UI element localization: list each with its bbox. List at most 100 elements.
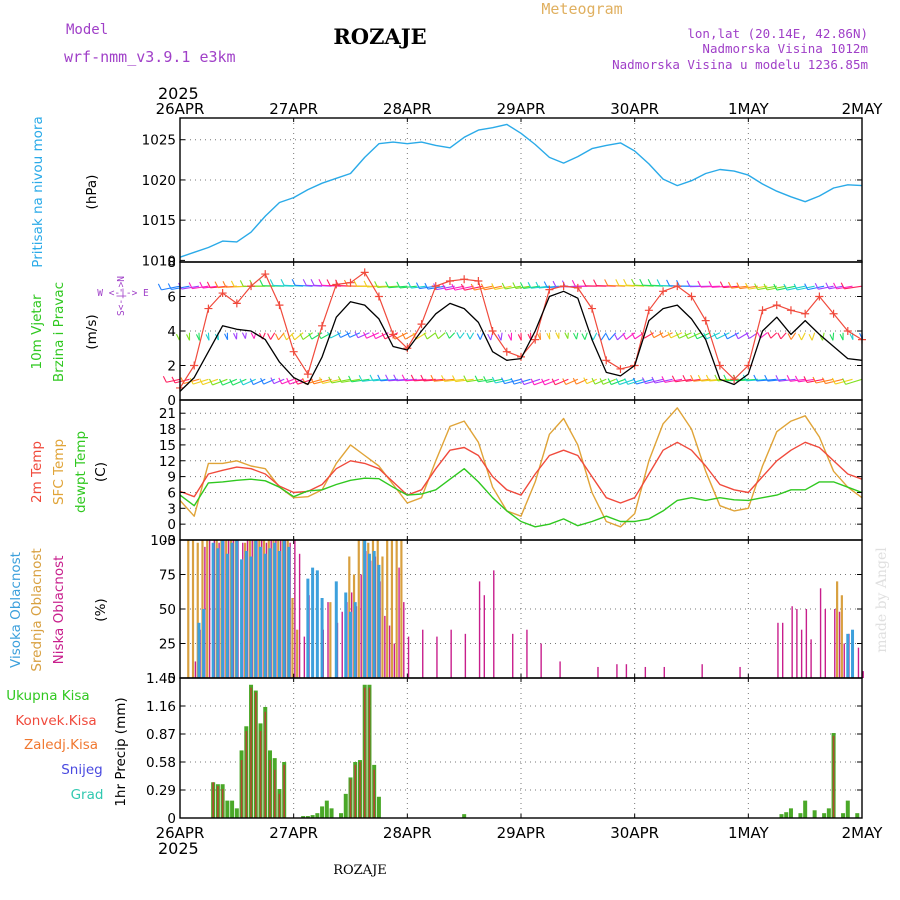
wind-barb	[423, 378, 446, 382]
wind-barb-flag	[773, 283, 778, 291]
wind-barb-flag	[682, 375, 687, 382]
cloud-title-2: Srednja Oblacnost	[29, 548, 45, 671]
wind-barb	[459, 332, 465, 339]
y-tick-label: 0.87	[146, 727, 176, 743]
wind-barb-flag	[754, 283, 759, 290]
wind-barb	[554, 378, 569, 386]
wind-barb-flag	[510, 377, 515, 385]
wind-barb-flag	[622, 333, 627, 340]
wind-barb-flag	[354, 331, 359, 339]
wind-barb-flag	[736, 282, 741, 289]
wind-barb	[242, 378, 256, 386]
wind-barb-flag	[278, 377, 283, 385]
wind-barb-flag	[777, 332, 782, 340]
wind-barb-flag	[310, 279, 315, 286]
y-tick-label: 21	[159, 406, 176, 422]
wind-barb	[357, 332, 370, 339]
precip-total-bar	[812, 810, 817, 818]
y-tick-label: -3	[163, 533, 176, 549]
wind-barb-flag	[537, 333, 542, 340]
wind-barb	[726, 378, 749, 382]
wind-barb	[281, 378, 294, 385]
wind-barb	[494, 285, 512, 290]
wind-gust-marker	[289, 347, 298, 356]
wind-barb-flag	[348, 375, 353, 383]
precip-convective-bar	[368, 687, 371, 818]
wind-barb-flag	[476, 333, 481, 340]
precip-legend-ukupna: Ukupna Kisa	[6, 688, 89, 704]
precip-convective-bar	[254, 692, 257, 818]
wind-compass-sn: S<-|->N	[116, 276, 127, 316]
precip-total-bar	[845, 800, 850, 818]
wind-barb-flag	[571, 279, 576, 287]
wind-barb-flag	[764, 374, 769, 382]
x-tick-label-bottom: 30APR	[610, 824, 659, 842]
wind-barb	[811, 332, 816, 341]
precip-convective-bar	[217, 786, 219, 818]
wind-barb-flag	[270, 377, 275, 384]
wind-barb-flag	[564, 332, 569, 339]
wind-barb-flag	[363, 280, 368, 288]
wind-barb-flag	[661, 376, 666, 383]
wind-barb	[232, 378, 247, 386]
wind-gust-marker	[403, 344, 412, 353]
wind-barb-flag	[206, 281, 211, 289]
wind-barb-flag	[519, 282, 524, 289]
wind-barb	[479, 332, 484, 340]
wind-barb	[273, 378, 285, 385]
y-tick-label: 1020	[142, 173, 176, 189]
wind-barb-flag	[798, 333, 803, 341]
wind-barb-flag	[613, 333, 618, 341]
wind-barb-flag	[302, 279, 307, 286]
wind-barb-flag	[326, 279, 331, 286]
wind-barb	[302, 332, 313, 341]
wind-barb	[586, 378, 597, 385]
wind-barb	[653, 332, 664, 339]
wind-barb	[500, 332, 503, 341]
wind-barb-flag	[745, 332, 750, 339]
x-tick-label-top: 30APR	[610, 100, 659, 118]
wind-barb	[448, 332, 456, 339]
y-tick-label: 0	[167, 811, 176, 827]
wind-barb-flag	[385, 374, 390, 382]
wind-gust-marker	[517, 352, 525, 361]
wind-barb	[466, 378, 484, 383]
wind-gust-marker	[460, 275, 469, 284]
wind-barb	[664, 378, 683, 383]
wind-gust-marker	[559, 282, 568, 291]
ticks-layer: 26APR 26APR 27APR 27APR 28APR 28APR 29APR 29APR…	[142, 100, 884, 842]
precip-convective-bar	[212, 782, 214, 818]
wind-barb-flag	[470, 283, 475, 291]
wind-barb	[757, 285, 777, 291]
wind-barb-flag	[650, 331, 655, 338]
wind-barb-flag	[328, 376, 333, 384]
wind-barb	[780, 332, 787, 340]
wind-barb-flag	[632, 377, 637, 385]
y-tick-label: 75	[159, 568, 176, 584]
wind-barb-flag	[512, 282, 517, 289]
wind-barb	[388, 285, 408, 289]
wind-barb-flag	[631, 332, 636, 340]
wind-barb	[727, 332, 740, 340]
wind-barb-flag	[572, 332, 577, 340]
wind-barb-flag	[686, 280, 691, 287]
wind-barb	[427, 285, 446, 290]
wind-barb-flag	[713, 332, 718, 340]
x-tick-label-bottom: 1MAY	[728, 824, 770, 842]
wind-barb-flag	[714, 374, 719, 382]
wind-barb-flag	[491, 376, 496, 384]
wind-barb-flag	[535, 281, 540, 289]
wind-barb-flag	[451, 283, 456, 291]
wind-barb-flag	[583, 377, 588, 384]
y-tick-label: 6	[167, 290, 176, 306]
cloud-title-3: Niska Oblacnost	[51, 556, 67, 665]
wind-barb-flag	[555, 332, 560, 339]
wind-barb-flag	[582, 279, 587, 287]
wind-barb	[399, 285, 417, 289]
wind-barb	[405, 332, 418, 340]
wind-barb-flag	[703, 332, 708, 340]
temp-title-1: 2m Temp	[29, 441, 45, 503]
wind-barb-flag	[260, 377, 265, 385]
wind-barb	[693, 378, 711, 382]
